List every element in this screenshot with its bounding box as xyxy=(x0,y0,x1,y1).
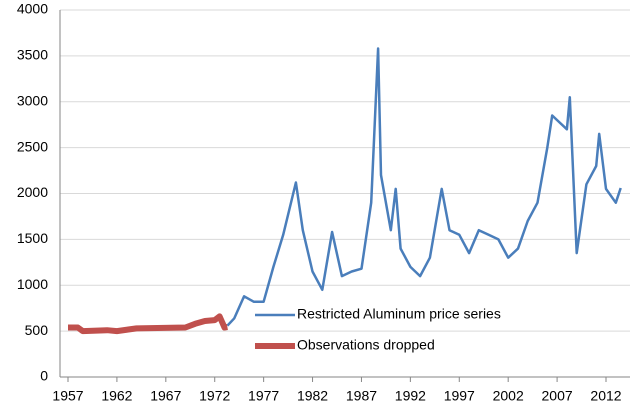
series-line xyxy=(68,313,228,335)
y-tick-label: 1000 xyxy=(17,276,48,292)
x-tick-label: 1982 xyxy=(297,388,328,404)
y-tick-label: 2500 xyxy=(17,138,48,154)
x-tick-label: 1997 xyxy=(444,388,475,404)
x-tick-label: 1962 xyxy=(101,388,132,404)
y-tick-label: 4000 xyxy=(17,1,48,17)
legend-label: Observations dropped xyxy=(297,337,435,353)
y-tick-label: 3500 xyxy=(17,47,48,63)
y-tick-label: 2000 xyxy=(17,184,48,200)
y-tick-label: 3000 xyxy=(17,92,48,108)
series-line xyxy=(226,47,622,327)
x-tick-label: 1992 xyxy=(395,388,426,404)
y-tick-label: 0 xyxy=(40,368,48,384)
x-tick-label: 2012 xyxy=(590,388,621,404)
x-tick-label: 2007 xyxy=(542,388,573,404)
x-tick-label: 1977 xyxy=(248,388,279,404)
legend-label: Restricted Aluminum price series xyxy=(297,306,501,322)
x-tick-label: 1967 xyxy=(150,388,181,404)
x-tick-label: 1987 xyxy=(346,388,377,404)
x-tick-label: 1957 xyxy=(52,388,83,404)
x-tick-label: 2002 xyxy=(493,388,524,404)
y-tick-label: 500 xyxy=(25,322,49,338)
y-tick-label: 1500 xyxy=(17,230,48,246)
x-tick-label: 1972 xyxy=(199,388,230,404)
